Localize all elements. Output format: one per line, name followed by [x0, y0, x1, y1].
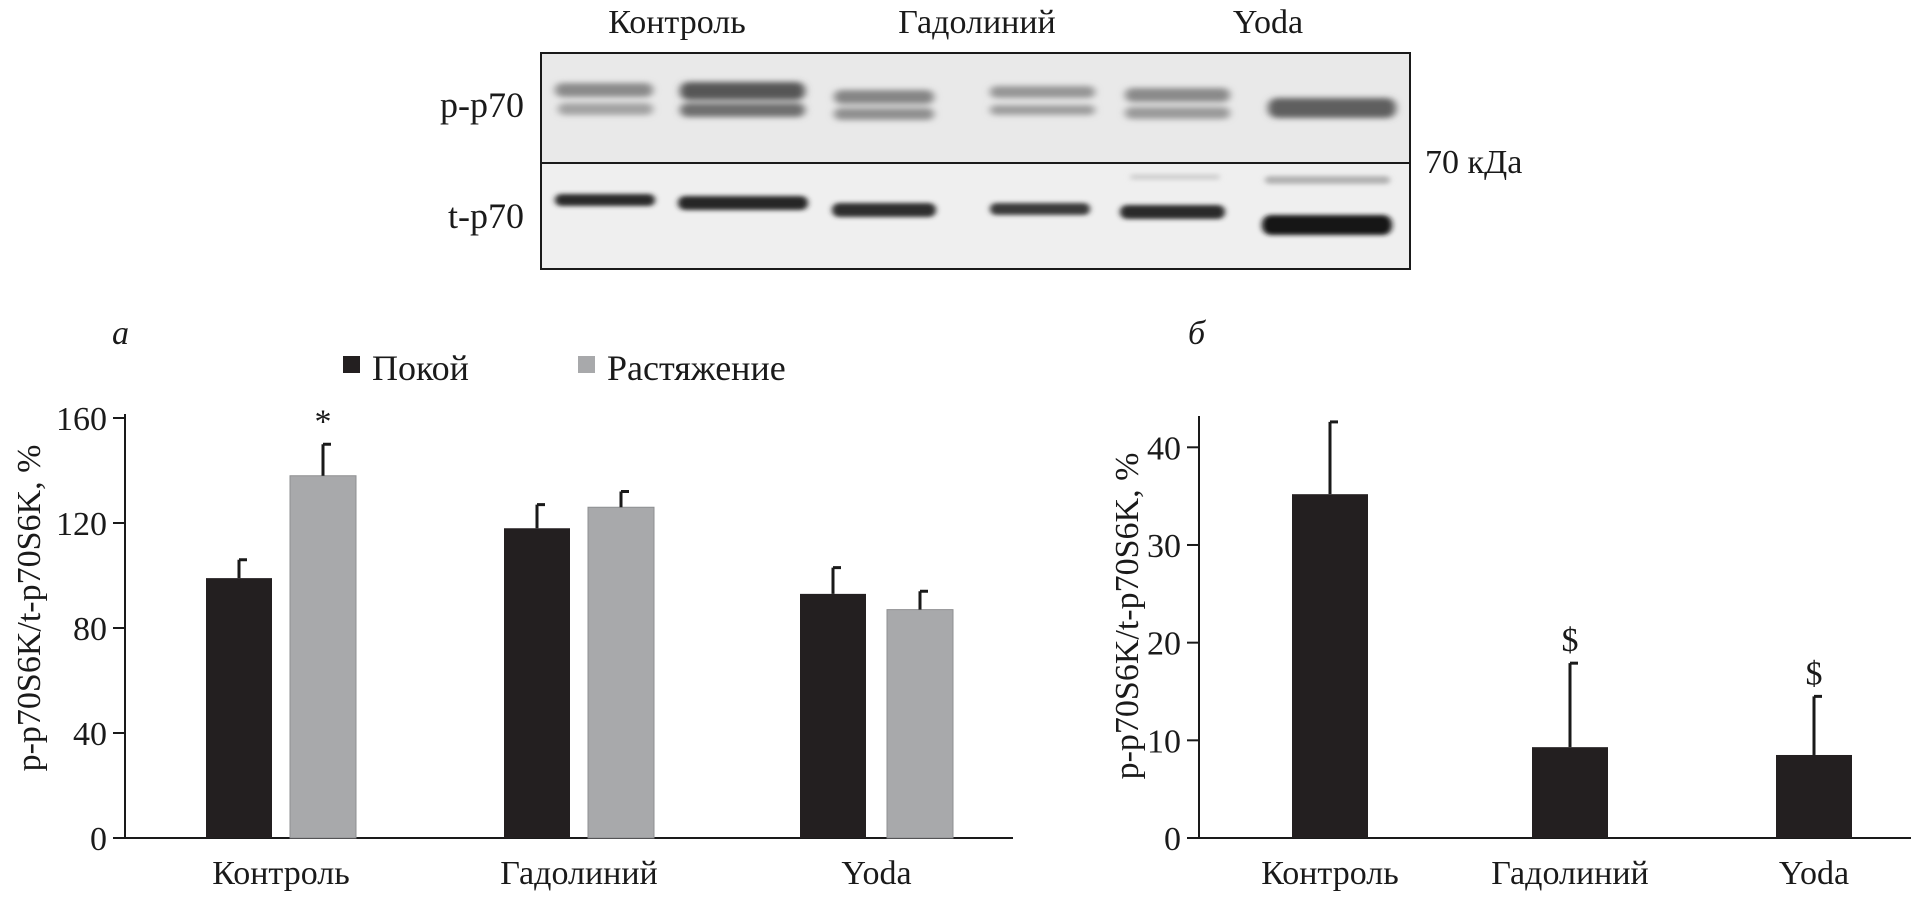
band: [1265, 176, 1390, 184]
band: [558, 103, 653, 115]
significance-marker: $: [1562, 622, 1579, 659]
band: [680, 82, 805, 100]
y-tick-label: 80: [73, 611, 107, 648]
band: [555, 83, 653, 97]
y-tick-label: 120: [56, 506, 107, 543]
bars: $$: [1292, 420, 1852, 838]
y-tick-label: 160: [56, 401, 107, 438]
bar: [1776, 754, 1852, 838]
x-tick-label: Гадолиний: [500, 855, 658, 892]
bar: [587, 506, 655, 839]
y-tick-label: 0: [90, 821, 107, 858]
bar: [289, 475, 357, 839]
bar: [886, 609, 954, 839]
bar: [1292, 494, 1368, 838]
y-tick-label: 40: [1147, 430, 1181, 467]
blot-lane-label: Yoda: [1233, 4, 1303, 41]
panel-label: б: [1188, 315, 1207, 352]
y-tick-label: 30: [1147, 528, 1181, 565]
legend-swatch-rest: [343, 356, 360, 373]
band: [1268, 98, 1396, 118]
x-tick-label: Yoda: [841, 855, 911, 892]
legend-label-stretch: Растяжение: [607, 348, 786, 388]
band: [678, 196, 808, 210]
y-ticks: 0 10 20 30 40: [1147, 430, 1199, 858]
band: [1120, 205, 1225, 219]
band: [1130, 174, 1220, 180]
band: [832, 203, 936, 217]
y-tick-label: 10: [1147, 723, 1181, 760]
blot-lane-label: Гадолиний: [898, 4, 1056, 41]
y-tick-label: 0: [1164, 821, 1181, 858]
band: [834, 90, 934, 104]
t-p70-bands: [555, 174, 1392, 235]
panel-a: а Покой Растяжение p-p70S6K/t-p70S6K, % …: [11, 315, 1013, 892]
band: [1125, 88, 1230, 102]
significance-marker: $: [1806, 655, 1823, 692]
panel-label: а: [112, 315, 129, 352]
bar: [1532, 747, 1608, 838]
bar: [504, 528, 570, 838]
band: [990, 105, 1095, 115]
bar: [800, 593, 866, 838]
western-blot: Контроль Гадолиний Yoda p-p70 t-p70 70 к…: [440, 4, 1522, 270]
x-tick-label: Контроль: [1261, 855, 1398, 892]
blot-row-label: p-p70: [440, 85, 524, 125]
y-axis-label: p-p70S6K/t-p70S6K, %: [1109, 453, 1146, 780]
x-tick-label: Yoda: [1779, 855, 1849, 892]
legend: Покой Растяжение: [343, 348, 786, 388]
molecular-weight-marker: 70 кДа: [1425, 144, 1522, 181]
band: [680, 103, 805, 117]
legend-swatch-stretch: [578, 356, 595, 373]
x-tick-labels: Контроль Гадолиний Yoda: [212, 855, 911, 892]
x-tick-labels: Контроль Гадолиний Yoda: [1261, 855, 1849, 892]
band: [834, 108, 934, 120]
x-tick-label: Гадолиний: [1491, 855, 1649, 892]
blot-lane-label: Контроль: [608, 4, 745, 41]
blot-row-label: t-p70: [448, 196, 524, 236]
bars: *: [206, 403, 954, 839]
bar: [206, 578, 272, 838]
band: [990, 86, 1095, 98]
band: [990, 203, 1090, 215]
y-axis-label: p-p70S6K/t-p70S6K, %: [11, 445, 48, 772]
band: [1125, 107, 1230, 119]
y-tick-label: 40: [73, 716, 107, 753]
band: [555, 194, 655, 206]
p-p70-bands: [555, 82, 1396, 120]
legend-label-rest: Покой: [372, 348, 469, 388]
y-tick-label: 20: [1147, 626, 1181, 663]
x-tick-label: Контроль: [212, 855, 349, 892]
band: [1262, 215, 1392, 235]
y-ticks: 0 40 80 120 160: [56, 401, 125, 858]
significance-marker: *: [315, 403, 332, 440]
